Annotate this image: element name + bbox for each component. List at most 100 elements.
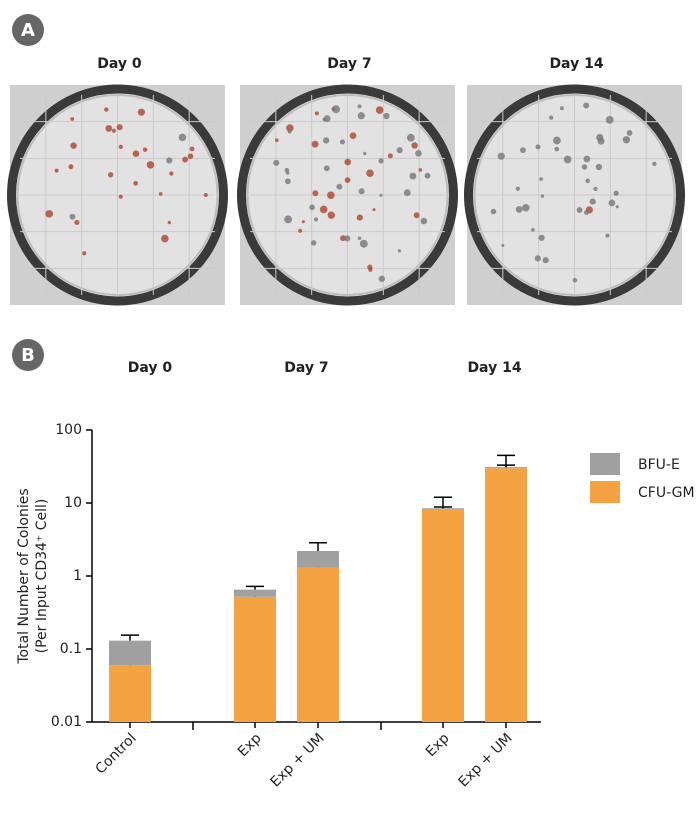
colony — [375, 106, 384, 114]
colony — [111, 128, 117, 133]
panel-label: A — [21, 20, 35, 41]
error-bar — [497, 454, 515, 468]
colony — [322, 137, 330, 144]
error-bar — [309, 542, 327, 552]
colony — [589, 198, 596, 205]
colony — [540, 194, 545, 198]
colony — [515, 205, 523, 213]
colony — [319, 205, 328, 214]
panel-a: A — [12, 14, 44, 46]
colony — [583, 155, 591, 163]
bar-segment — [485, 467, 527, 469]
group-label: Day 0 — [128, 360, 173, 376]
error-bar — [434, 496, 452, 509]
colony — [608, 199, 616, 207]
colony — [415, 150, 422, 157]
colony — [605, 115, 614, 124]
group-label: Day 14 — [467, 360, 521, 376]
colony — [409, 172, 417, 180]
colony — [383, 112, 390, 120]
colony — [286, 124, 294, 132]
colony — [189, 146, 195, 152]
colony — [593, 186, 598, 192]
colony — [595, 163, 603, 171]
colony — [161, 234, 169, 243]
colony — [158, 192, 163, 196]
colony — [284, 215, 293, 224]
colony — [356, 214, 363, 221]
image-title: Day 0 — [97, 56, 142, 72]
colony — [118, 144, 123, 149]
colony — [82, 251, 87, 256]
colony — [359, 239, 368, 248]
colony — [133, 180, 138, 186]
colony — [626, 130, 633, 136]
colony — [559, 106, 564, 111]
colony — [576, 207, 583, 213]
colony — [413, 212, 420, 219]
bar-segment — [234, 589, 276, 597]
colony — [273, 159, 280, 166]
colony — [69, 213, 76, 220]
colony — [613, 190, 619, 196]
colony — [583, 102, 590, 109]
y-tick-label: 1 — [73, 568, 82, 584]
colony — [285, 171, 290, 175]
colony — [520, 147, 526, 154]
y-axis-label: (Per Input CD34⁺ Cell) — [34, 499, 50, 654]
colony — [548, 115, 554, 120]
colony — [311, 140, 319, 148]
colony — [652, 161, 657, 166]
colony — [605, 233, 610, 238]
colony — [420, 217, 428, 225]
colony — [357, 104, 362, 109]
colony — [622, 136, 631, 144]
colony — [146, 161, 155, 169]
colony — [187, 153, 194, 160]
bar-segment — [109, 665, 151, 722]
colony — [74, 219, 80, 225]
colony — [322, 117, 327, 122]
colony — [142, 147, 148, 152]
colony — [118, 194, 123, 199]
colony — [167, 220, 172, 225]
colony — [169, 171, 174, 176]
colony — [107, 172, 114, 178]
error-bar — [121, 634, 139, 641]
error-bar — [246, 585, 264, 590]
colony — [411, 142, 418, 149]
colony — [203, 193, 208, 198]
colony — [367, 264, 373, 270]
colony — [70, 142, 77, 149]
colony — [542, 257, 549, 264]
colony — [54, 168, 59, 173]
colony — [323, 165, 330, 172]
colony — [563, 155, 572, 164]
x-tick-label: Exp — [235, 730, 265, 760]
y-axis-label: Total Number of Colonies — [16, 488, 32, 664]
colony — [104, 107, 109, 112]
colony — [539, 177, 543, 181]
image-title: Day 14 — [549, 56, 603, 72]
colony — [366, 169, 374, 177]
legend-label: CFU-GM — [638, 485, 695, 501]
y-tick-label: 0.01 — [51, 714, 82, 730]
colony — [301, 220, 305, 224]
y-tick-label: 10 — [64, 495, 82, 511]
colony — [583, 210, 589, 215]
y-tick-label: 0.1 — [60, 641, 82, 657]
colony — [378, 158, 384, 164]
colony — [327, 191, 335, 199]
colony — [284, 178, 291, 185]
colony — [287, 129, 292, 134]
colony — [553, 136, 561, 145]
colony — [615, 205, 619, 209]
x-tick-label: Exp — [423, 730, 453, 760]
colony — [418, 168, 423, 172]
colony — [70, 117, 75, 121]
colony — [490, 208, 497, 215]
colony — [596, 133, 604, 142]
colony — [358, 188, 365, 195]
colony — [572, 277, 578, 283]
